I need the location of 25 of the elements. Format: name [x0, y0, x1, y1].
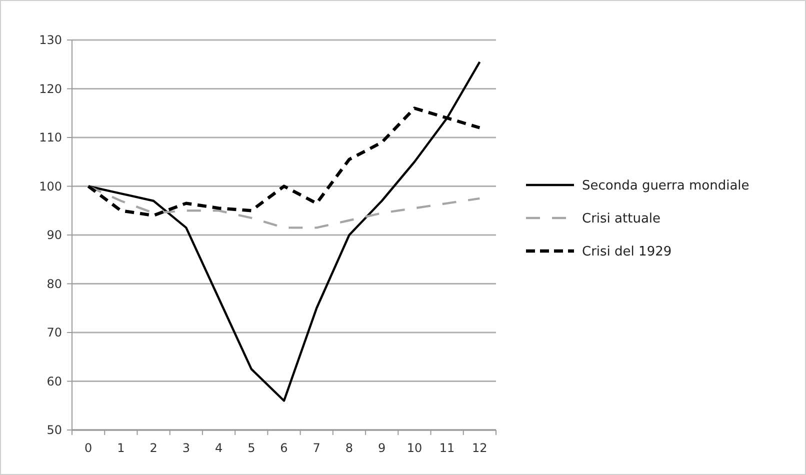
- legend-label: Crisi del 1929: [582, 244, 672, 260]
- y-tick-label: 70: [46, 326, 62, 340]
- x-tick-label: 10: [406, 441, 422, 455]
- y-tick-label: 130: [39, 33, 62, 48]
- x-tick-label: 2: [150, 441, 158, 455]
- y-tick-label: 110: [39, 130, 62, 145]
- x-tick-label: 9: [378, 441, 386, 455]
- x-tick-label: 7: [312, 441, 320, 455]
- legend-label: Crisi attuale: [582, 212, 661, 227]
- x-tick-label: 1: [117, 441, 125, 455]
- y-tick-label: 90: [46, 228, 62, 242]
- y-tick-label: 100: [39, 179, 62, 194]
- y-tick-label: 50: [46, 423, 62, 438]
- legend-label: Seconda guerra mondiale: [582, 178, 750, 194]
- x-tick-label: 12: [472, 441, 488, 455]
- x-tick-label: 3: [182, 441, 190, 455]
- x-tick-label: 8: [345, 441, 354, 455]
- y-tick-label: 60: [46, 374, 62, 388]
- x-tick-label: 11: [439, 441, 455, 455]
- x-tick-label: 6: [280, 441, 288, 455]
- y-tick-label: 80: [46, 276, 62, 291]
- x-tick-label: 5: [248, 441, 256, 455]
- x-tick-label: 4: [214, 441, 223, 455]
- x-tick-label: 0: [84, 441, 92, 455]
- y-tick-label: 120: [39, 82, 62, 96]
